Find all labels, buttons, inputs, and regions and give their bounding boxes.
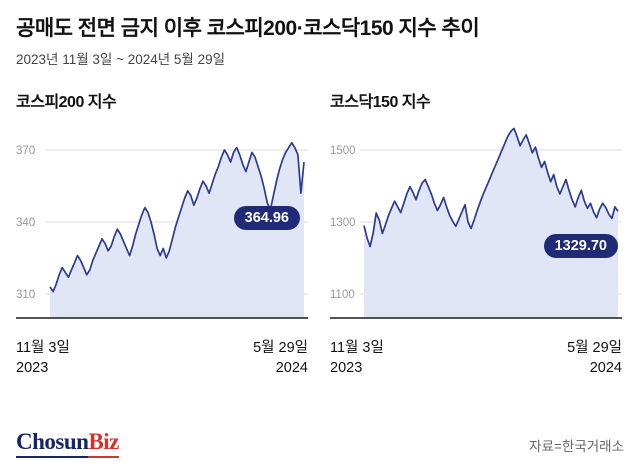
y-tick-label: 1500 — [330, 145, 356, 157]
index-line — [363, 127, 619, 248]
x-axis-end-label: 5월 29일 2024 — [253, 339, 308, 378]
x-axis-labels-kospi200: 11월 3일 2023 5월 29일 2024 — [16, 339, 308, 378]
last-value-badge-kosdaq150: 1329.70 — [543, 234, 618, 259]
x-start-year: 2023 — [16, 359, 49, 376]
y-tick-label: 340 — [16, 217, 35, 229]
y-tick-label: 1100 — [330, 289, 355, 301]
logo-biz-text: Biz — [88, 429, 119, 458]
area-fill — [50, 143, 304, 319]
chart-title-kosdaq150: 코스닥150 지수 — [330, 94, 431, 112]
footer: ChosunBiz 자료=한국거래소 — [16, 429, 624, 458]
y-tick-label: 310 — [16, 289, 35, 301]
x-end-date: 5월 29일 — [567, 340, 622, 357]
chart-svg: 310 340 370 — [16, 142, 308, 320]
index-line — [49, 142, 305, 293]
x-start-date: 11월 3일 — [16, 340, 70, 357]
x-end-date: 5월 29일 — [253, 340, 308, 357]
data-source-credit: 자료=한국거래소 — [529, 439, 624, 454]
x-start-year: 2023 — [330, 359, 363, 376]
x-axis-start-label: 11월 3일 2023 — [330, 339, 384, 378]
chart-title-kospi200: 코스피200 지수 — [16, 94, 117, 112]
x-axis-start-label: 11월 3일 2023 — [16, 339, 70, 378]
area-fill — [364, 128, 618, 319]
y-tick-label: 370 — [16, 145, 35, 157]
chart-svg: 1100 1300 1500 — [330, 127, 622, 320]
y-tick-label: 1300 — [330, 217, 356, 229]
last-value-badge-kospi200: 364.96 — [233, 206, 300, 231]
chart-kospi200: 코스피200 지수 310 340 370 364.96 11월 3일 2023 5… — [16, 88, 308, 378]
x-axis-labels-kosdaq150: 11월 3일 2023 5월 29일 2024 — [330, 339, 622, 378]
x-end-year: 2024 — [589, 359, 622, 376]
chart-plot-kospi200: 310 340 370 364.96 — [16, 122, 308, 332]
charts-row: 코스피200 지수 310 340 370 364.96 11월 3일 2023 5… — [16, 88, 624, 378]
chart-canvas-kospi200: 310 340 370 — [16, 122, 308, 332]
chosunbiz-logo: ChosunBiz — [16, 429, 119, 458]
chart-plot-kosdaq150: 1100 1300 1500 1329.70 — [330, 122, 622, 332]
page-title: 공매도 전면 금지 이후 코스피200·코스닥150 지수 추이 — [16, 17, 480, 40]
x-start-date: 11월 3일 — [330, 340, 384, 357]
chart-kosdaq150: 코스닥150 지수 1100 1300 1500 1329.70 11월 3일 20… — [330, 88, 622, 378]
x-end-year: 2024 — [275, 359, 308, 376]
logo-chosun-text: Chosun — [16, 429, 89, 458]
x-axis-end-label: 5월 29일 2024 — [567, 339, 622, 378]
chart-canvas-kosdaq150: 1100 1300 1500 — [330, 122, 622, 332]
page-subtitle: 2023년 11월 3일 ~ 2024년 5월 29일 — [16, 52, 226, 68]
